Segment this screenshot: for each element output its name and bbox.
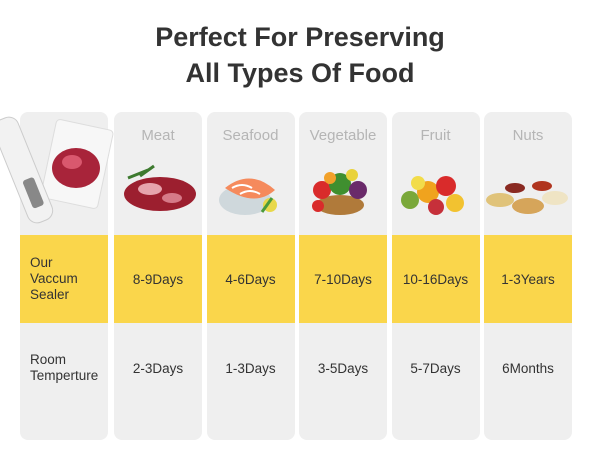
- table-cell: 1-3Years: [484, 235, 572, 323]
- table-cell: 7-10Days: [299, 235, 387, 323]
- fruit-image: [401, 176, 464, 215]
- table-cell: 8-9Days: [114, 235, 202, 323]
- column-header: Fruit: [420, 126, 451, 144]
- vegetable-image: [312, 169, 367, 215]
- table-cell: 6Months: [502, 360, 554, 376]
- table-cell: 10-16Days: [391, 235, 480, 323]
- seafood-image: [219, 178, 277, 215]
- column-header: Vegetable: [309, 126, 377, 144]
- table-cell: 5-7Days: [410, 360, 461, 376]
- title-line: Perfect For Preserving: [155, 22, 445, 52]
- column-header: Nuts: [512, 126, 544, 144]
- table-cell: 1-3Days: [225, 360, 276, 376]
- column-header: Seafood: [222, 126, 279, 144]
- title-line: All Types Of Food: [185, 58, 415, 88]
- nuts-image: [486, 181, 568, 214]
- row-label: Room Temperture: [30, 352, 99, 383]
- table-cell: 3-5Days: [317, 360, 369, 376]
- table-cell: 2-3Days: [132, 360, 184, 376]
- meat-image: [124, 164, 196, 211]
- table-cell: 4-6Days: [206, 235, 295, 323]
- vacuum-sealer-image: [0, 116, 114, 224]
- column-header: Meat: [141, 126, 175, 144]
- row-label: Our Vaccum Sealer: [20, 235, 108, 323]
